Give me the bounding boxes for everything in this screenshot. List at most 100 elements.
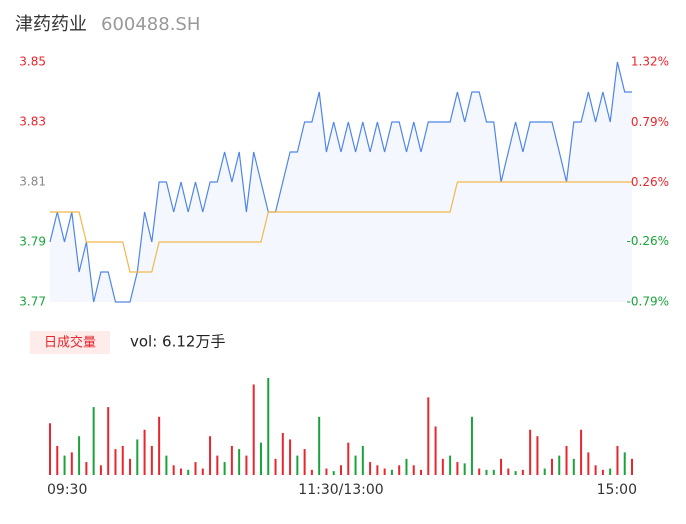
volume-bar	[456, 462, 459, 475]
y-tick-label: 3.83	[19, 115, 46, 129]
volume-bar	[412, 465, 415, 475]
volume-bar	[500, 458, 503, 475]
volume-bar	[398, 465, 401, 475]
volume-bar	[529, 429, 532, 475]
volume-bar	[179, 468, 182, 475]
volume-bar	[550, 458, 553, 475]
y-tick-label: 3.85	[19, 55, 46, 69]
volume-bar	[245, 455, 248, 475]
volume-bar	[623, 452, 626, 475]
stock-name: 津药药业	[15, 14, 87, 35]
volume-bar	[383, 468, 386, 475]
volume-bar	[238, 449, 241, 475]
y-tick-label: 3.81	[19, 175, 46, 189]
volume-bar	[463, 463, 466, 475]
volume-bar	[354, 455, 357, 475]
x-tick-label: 09:30	[47, 482, 87, 498]
volume-bar	[289, 439, 292, 475]
volume-bar	[441, 458, 444, 475]
volume-bar	[340, 465, 342, 475]
volume-label-box	[30, 331, 110, 354]
volume-bar	[78, 436, 81, 475]
volume-bar	[325, 468, 328, 475]
volume-bar	[136, 439, 139, 475]
volume-bar	[565, 445, 568, 475]
volume-bar	[223, 462, 226, 475]
volume-bar	[92, 407, 95, 475]
volume-bar	[616, 445, 619, 475]
volume-bar	[121, 445, 124, 475]
stock-code: 600488.SH	[101, 14, 200, 35]
volume-bar	[49, 423, 51, 475]
volume-bar	[85, 462, 88, 475]
volume-bar	[230, 445, 233, 475]
y-tick-label: 3.77	[19, 295, 46, 309]
average-line	[50, 181, 632, 273]
y2-tick-label: -0.26%	[627, 234, 669, 248]
volume-bar	[470, 416, 473, 475]
volume-bar	[609, 468, 612, 475]
volume-bar	[514, 471, 517, 475]
volume-bar	[485, 469, 488, 475]
volume-bar	[347, 442, 350, 475]
volume-bar	[143, 429, 146, 475]
volume-bar	[70, 452, 73, 475]
volume-bar	[587, 452, 590, 475]
volume-bar	[281, 432, 284, 475]
volume-bar	[601, 469, 604, 475]
volume-bar	[543, 468, 546, 475]
y2-tick-label: 1.32%	[631, 55, 669, 69]
volume-bar	[332, 471, 335, 475]
volume-bar	[259, 442, 262, 475]
volume-bar	[478, 468, 481, 475]
volume-bar	[310, 469, 313, 475]
volume-title: 日成交量	[44, 335, 96, 351]
volume-bar	[150, 445, 153, 475]
volume-bar	[187, 469, 190, 475]
volume-bar	[129, 458, 132, 475]
volume-bar	[99, 465, 102, 475]
volume-bar	[361, 445, 364, 475]
volume-bar	[405, 458, 408, 475]
volume-bar	[492, 469, 495, 475]
volume-total: vol: 6.12万手	[130, 333, 225, 351]
volume-bar	[318, 416, 321, 475]
volume-bar	[114, 449, 117, 475]
volume-bar	[209, 436, 212, 475]
volume-bar	[172, 465, 175, 475]
volume-bar	[449, 455, 452, 475]
x-tick-label: 15:00	[597, 482, 637, 498]
volume-bar	[376, 465, 379, 475]
volume-bar	[303, 449, 306, 475]
volume-bar	[369, 462, 372, 475]
x-tick-label: 11:30/13:00	[298, 482, 383, 498]
volume-bar	[536, 436, 539, 475]
volume-bar	[427, 397, 430, 475]
volume-bar	[216, 455, 219, 475]
volume-bar	[296, 455, 299, 475]
price-line	[49, 61, 632, 303]
y-tick-label: 3.79	[19, 235, 46, 249]
volume-bar	[158, 416, 161, 475]
volume-bar	[521, 469, 524, 475]
volume-bar	[267, 378, 270, 475]
volume-bar	[390, 469, 393, 475]
volume-bar	[165, 455, 168, 475]
volume-bar	[631, 458, 633, 475]
y2-tick-label: 0.26%	[631, 175, 669, 189]
volume-bar	[194, 462, 197, 475]
volume-bar	[56, 445, 59, 475]
volume-bar	[594, 465, 597, 475]
volume-bar	[507, 468, 510, 475]
volume-bar	[63, 455, 66, 475]
volume-bar	[274, 458, 277, 475]
volume-bar	[107, 407, 110, 475]
volume-bar	[434, 426, 437, 475]
y2-tick-label: -0.79%	[627, 295, 669, 309]
volume-bar	[580, 429, 583, 475]
volume-bar	[420, 469, 423, 475]
y2-tick-label: 0.79%	[631, 115, 669, 129]
volume-bar	[201, 468, 204, 475]
volume-bar	[558, 455, 561, 475]
